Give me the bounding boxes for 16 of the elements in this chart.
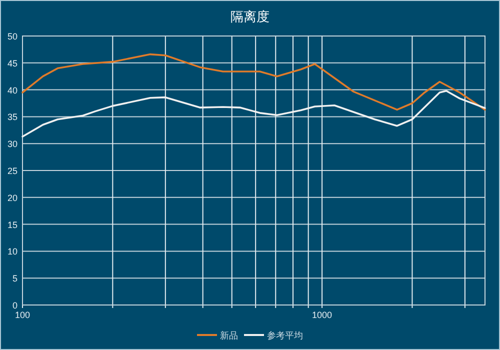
y-tick-label: 50 (7, 32, 18, 42)
y-tick-label: 15 (7, 220, 18, 230)
legend-label: 参考平均 (267, 330, 303, 340)
y-tick-label: 40 (7, 85, 18, 96)
legend-label: 新品 (220, 330, 238, 340)
x-tick-label: 100 (14, 310, 30, 320)
y-tick-label: 0 (12, 300, 18, 310)
y-tick-label: 25 (7, 166, 18, 176)
chart-title: 隔离度 (230, 9, 270, 24)
y-tick-label: 35 (7, 112, 18, 122)
y-tick-label: 45 (7, 58, 18, 68)
y-tick-label: 20 (7, 192, 18, 203)
y-tick-label: 30 (7, 139, 18, 150)
x-tick-label: 1000 (312, 310, 332, 320)
y-tick-label: 10 (7, 246, 18, 257)
y-tick-label: 5 (12, 274, 18, 284)
